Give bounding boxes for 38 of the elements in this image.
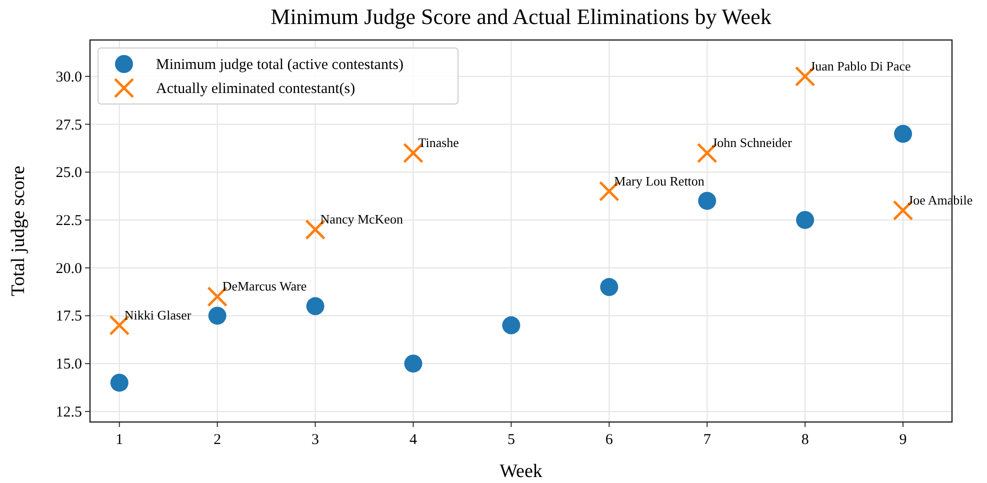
x-tick-label: 9 [899, 432, 907, 448]
x-axis-title: Week [500, 461, 543, 482]
legend-label: Minimum judge total (active contestants) [156, 57, 404, 73]
y-tick-label: 27.5 [56, 117, 82, 134]
annotation: DeMarcus Ware [222, 278, 307, 294]
y-tick-label: 17.5 [56, 308, 82, 325]
point [894, 124, 912, 143]
y-tick-label: 15.0 [56, 356, 82, 373]
point [502, 316, 520, 334]
point [404, 354, 422, 373]
chart-title: Minimum Judge Score and Actual Eliminations by Week [270, 4, 772, 29]
annotation: Tinashe [418, 134, 460, 150]
x-tick-label: 6 [605, 432, 614, 448]
x-tick-label: 5 [507, 432, 515, 448]
x-tick-label: 8 [801, 432, 809, 448]
annotation: John Schneider [712, 134, 793, 150]
x-tick-label: 1 [116, 432, 124, 448]
x-tick-label: 7 [703, 432, 712, 448]
point [110, 374, 128, 392]
y-tick-label: 20.0 [56, 260, 82, 277]
y-tick-label: 30.0 [56, 69, 82, 86]
point [796, 210, 814, 229]
annotation: Nikki Glaser [124, 307, 192, 322]
x-tick-label: 3 [312, 432, 320, 448]
point [306, 297, 324, 316]
point [208, 306, 226, 325]
y-tick-label: 25.0 [56, 165, 82, 182]
point [600, 278, 618, 296]
y-axis-title: Total judge score [8, 166, 29, 296]
annotation: Nancy McKeon [320, 212, 404, 227]
legend-label: Actually eliminated contestant(s) [156, 81, 356, 97]
x-tick-label: 2 [214, 432, 222, 448]
point [698, 192, 716, 210]
annotation: Mary Lou Retton [614, 173, 705, 188]
y-tick-label: 12.5 [56, 404, 82, 420]
annotation: Juan Pablo Di Pace [810, 58, 912, 74]
y-tick-label: 22.5 [56, 212, 82, 229]
x-tick-label: 4 [410, 432, 418, 448]
